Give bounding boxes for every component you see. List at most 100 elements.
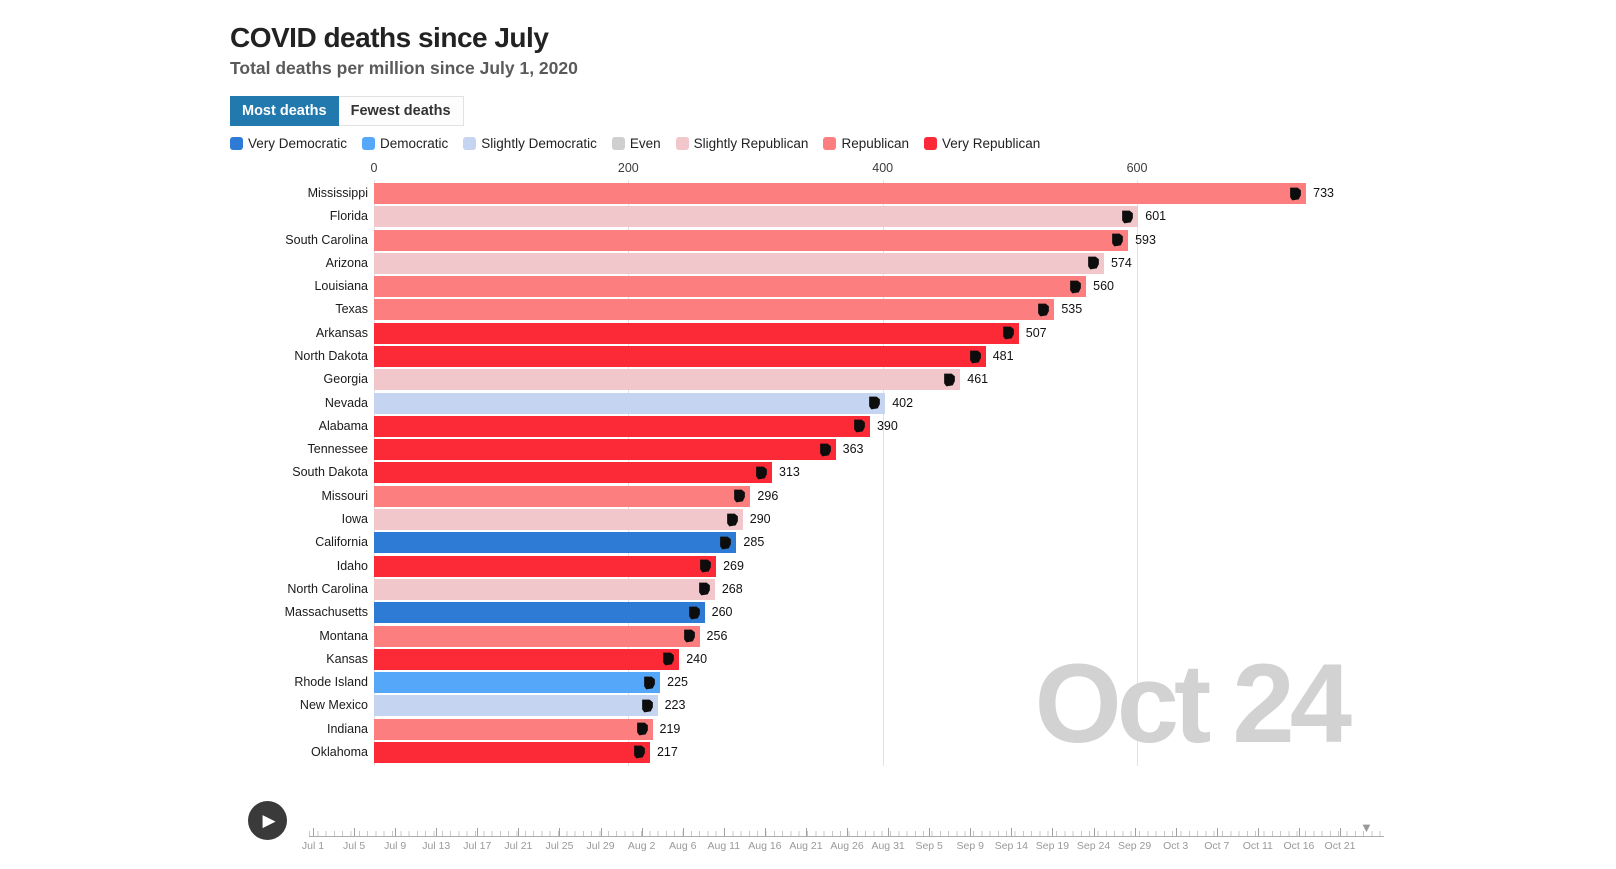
bar-value-label: 313 bbox=[779, 465, 800, 480]
timeline-major-tick bbox=[395, 828, 397, 836]
state-bar bbox=[374, 741, 650, 763]
state-icon bbox=[1038, 303, 1050, 317]
state-label: Nevada bbox=[324, 395, 368, 410]
legend-swatch-icon bbox=[823, 137, 837, 150]
state-bar bbox=[374, 346, 986, 368]
slider-handle[interactable]: ▼ bbox=[1360, 820, 1373, 835]
state-label: Kansas bbox=[326, 651, 368, 666]
legend-item: Slightly Republican bbox=[675, 136, 808, 151]
page-title: COVID deaths since July bbox=[230, 22, 549, 53]
state-label: Tennessee bbox=[307, 442, 368, 457]
state-bar bbox=[374, 718, 653, 740]
timeline-date-label: Sep 5 bbox=[915, 840, 943, 852]
state-label: Montana bbox=[319, 628, 368, 643]
state-icon bbox=[1088, 256, 1099, 270]
timeline-date-label: Jul 13 bbox=[422, 840, 451, 852]
state-bar bbox=[374, 415, 870, 437]
bar-value-label: 296 bbox=[757, 488, 779, 503]
play-button[interactable]: ▶ bbox=[248, 801, 287, 840]
timeline-major-tick bbox=[1011, 828, 1013, 836]
timeline-major-tick bbox=[600, 828, 602, 836]
state-label: Iowa bbox=[341, 512, 368, 527]
state-label: Missouri bbox=[321, 488, 368, 503]
page-subtitle: Total deaths per million since July 1, 2… bbox=[230, 58, 578, 78]
legend-item: Very Republican bbox=[924, 136, 1040, 151]
timeline-major-tick bbox=[518, 828, 520, 836]
state-bar bbox=[374, 532, 737, 554]
state-bar bbox=[374, 322, 1019, 344]
state-icon bbox=[1002, 326, 1014, 340]
timeline-axis bbox=[309, 836, 1384, 837]
bar-value-label: 363 bbox=[842, 442, 864, 457]
state-icon bbox=[969, 350, 981, 363]
bar-value-label: 260 bbox=[711, 605, 733, 620]
x-axis-tick-label: 400 bbox=[872, 161, 894, 175]
state-label: Arizona bbox=[325, 255, 368, 270]
bar-value-label: 219 bbox=[659, 721, 681, 736]
bar-value-label: 733 bbox=[1313, 186, 1334, 200]
timeline-major-tick bbox=[1216, 828, 1218, 836]
timeline-minor-ticks bbox=[309, 831, 1384, 836]
tab-most-deaths[interactable]: Most deaths bbox=[230, 96, 339, 126]
timeline-date-label: Oct 11 bbox=[1242, 840, 1273, 852]
state-icon bbox=[854, 419, 865, 433]
state-bar bbox=[374, 485, 751, 507]
timeline-major-tick bbox=[641, 828, 643, 836]
timeline-major-tick bbox=[559, 828, 561, 836]
bar-value-label: 390 bbox=[876, 418, 898, 433]
state-bar bbox=[374, 439, 836, 461]
timeline-date-label: Aug 21 bbox=[789, 840, 823, 852]
timeline-major-tick bbox=[847, 828, 849, 836]
timeline-date-label: Oct 21 bbox=[1324, 840, 1356, 852]
state-bar bbox=[374, 695, 658, 717]
state-icon bbox=[636, 722, 648, 736]
timeline-date-label: Aug 26 bbox=[830, 840, 864, 852]
bar-value-label: 225 bbox=[667, 675, 688, 690]
state-icon bbox=[756, 466, 767, 480]
legend-item-label: Very Republican bbox=[942, 136, 1041, 151]
state-label: North Dakota bbox=[294, 349, 368, 364]
legend-swatch-icon bbox=[924, 137, 937, 150]
bar-value-label: 285 bbox=[743, 535, 765, 550]
state-icon bbox=[726, 513, 738, 526]
timeline-date-label: Jul 1 bbox=[301, 840, 325, 852]
legend: Very Democratic Democratic Slightly Democr… bbox=[230, 136, 1040, 151]
bar-value-label: 574 bbox=[1110, 255, 1132, 270]
state-bar bbox=[374, 276, 1087, 298]
state-icon bbox=[641, 699, 653, 713]
state-bar bbox=[374, 369, 961, 391]
state-label: South Dakota bbox=[292, 465, 368, 480]
tab-fewest-deaths[interactable]: Fewest deaths bbox=[338, 96, 464, 126]
bar-value-label: 593 bbox=[1135, 232, 1156, 247]
state-bar bbox=[374, 299, 1055, 321]
timeline-date-label: Jul 5 bbox=[342, 840, 366, 852]
timeline-date-label: Jul 9 bbox=[384, 840, 407, 852]
bar-value-label: 290 bbox=[749, 512, 771, 527]
timeline-date-label: Sep 24 bbox=[1076, 840, 1111, 852]
legend-swatch-icon bbox=[362, 137, 376, 150]
timeline-date-label: Oct 3 bbox=[1163, 840, 1189, 852]
bar-value-label: 223 bbox=[664, 698, 686, 713]
timeline-major-tick bbox=[970, 828, 972, 836]
state-label: Mississippi bbox=[307, 186, 368, 200]
state-icon bbox=[869, 396, 881, 410]
legend-item-label: Even bbox=[629, 136, 661, 151]
state-bar bbox=[374, 672, 661, 694]
legend-item-label: Slightly Democratic bbox=[481, 136, 597, 151]
date-watermark: Oct 24 bbox=[1034, 641, 1352, 766]
state-label: Louisiana bbox=[314, 279, 368, 294]
state-bar bbox=[374, 229, 1129, 251]
legend-swatch-icon bbox=[611, 137, 625, 150]
legend-swatch-icon bbox=[230, 137, 243, 150]
play-icon: ▶ bbox=[262, 811, 276, 830]
state-bar bbox=[374, 392, 886, 414]
timeline-major-tick bbox=[1052, 828, 1054, 836]
state-icon bbox=[1112, 233, 1123, 247]
timeline-date-label: Sep 9 bbox=[956, 840, 984, 852]
timeline-major-tick bbox=[1134, 828, 1136, 836]
timeline-date-label: Aug 2 bbox=[627, 840, 656, 852]
state-icon bbox=[698, 582, 710, 596]
timeline-date-label: Jul 17 bbox=[463, 840, 492, 852]
legend-item-label: Republican bbox=[841, 136, 909, 151]
state-label: Georgia bbox=[323, 372, 368, 387]
